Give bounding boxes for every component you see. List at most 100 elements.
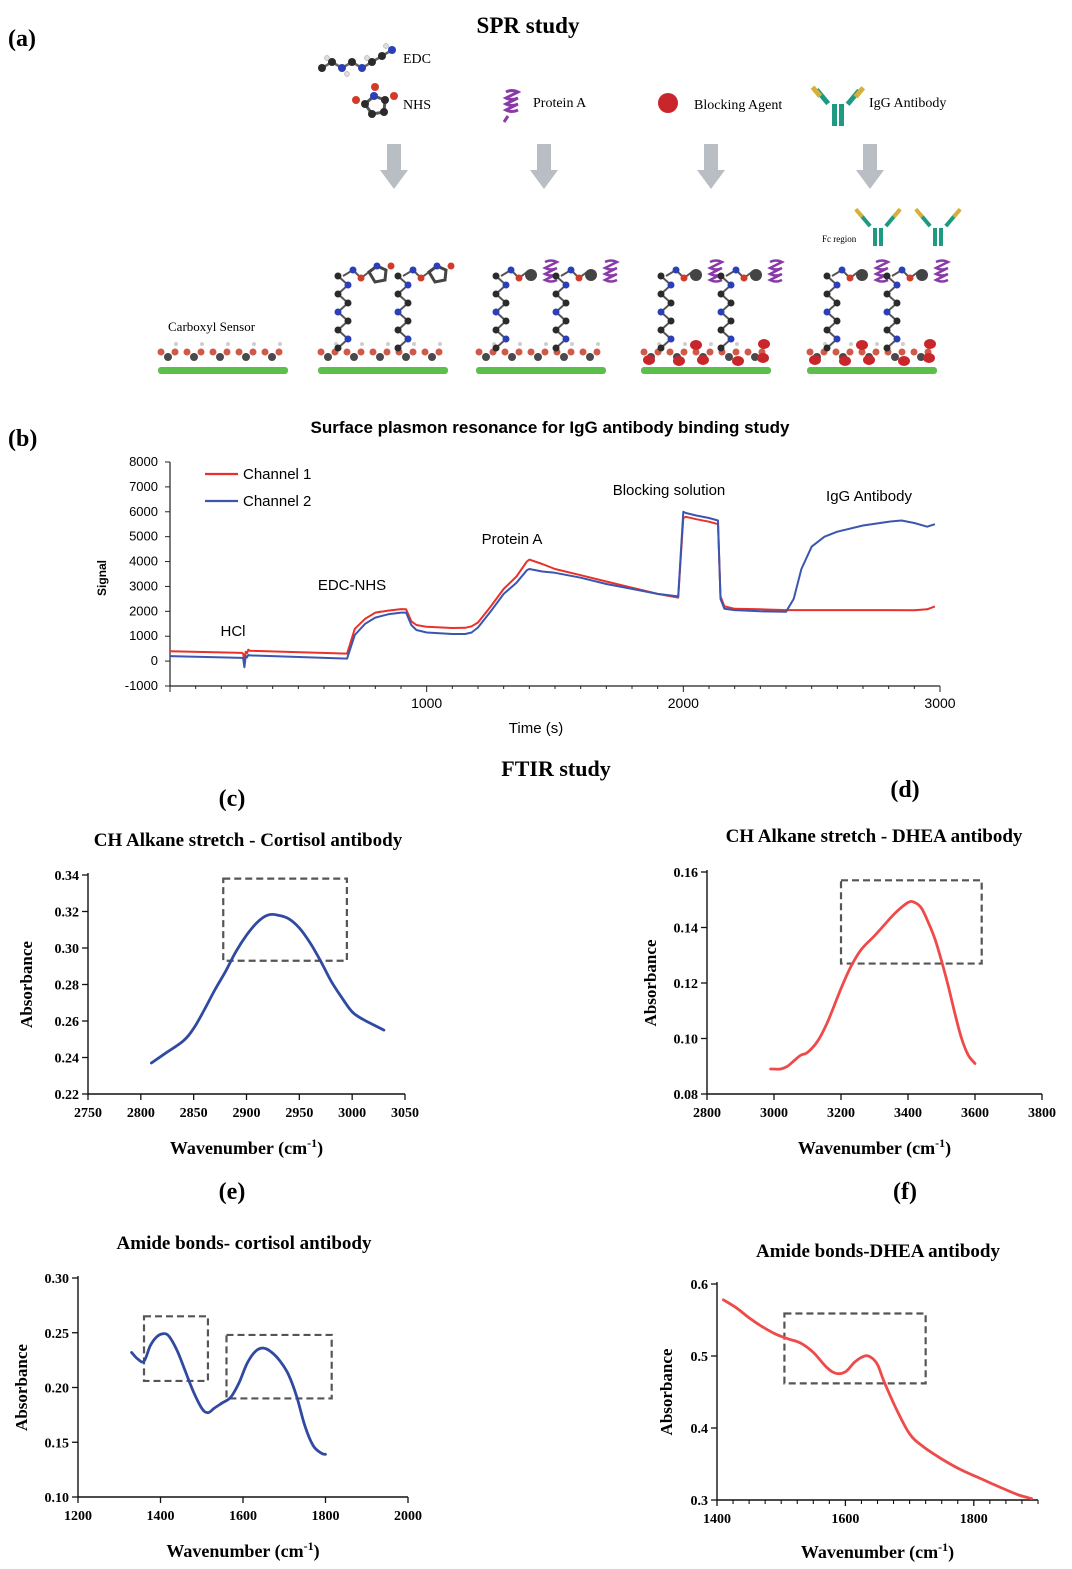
x-axis-label-superscript: -1 [307, 1136, 317, 1150]
linker-atom [833, 281, 841, 289]
amide-site [916, 269, 928, 281]
ftir-chart-d: (d) CH Alkane stretch - DHEA antibody 0.08… [641, 777, 1056, 1159]
linker-arm [342, 268, 370, 280]
linker-atom [334, 272, 342, 280]
x-tick-label: 3600 [961, 1106, 989, 1121]
x-tick-label: 1600 [229, 1509, 257, 1524]
blocking-agent-particle [863, 355, 875, 365]
chart-e-y-axis-label: Absorbance [12, 1344, 31, 1431]
oxygen-atom [744, 348, 752, 356]
y-tick-label: 0.28 [55, 979, 80, 994]
amide-site [525, 269, 537, 281]
x-tick-label: 2900 [233, 1106, 261, 1121]
oxygen-atom [692, 348, 700, 356]
linker-atom [394, 290, 402, 298]
x-tick-label: 3400 [894, 1106, 922, 1121]
highlight-region-box [142, 1315, 210, 1383]
x-tick-label: 2800 [693, 1106, 721, 1121]
y-tick-label: 0.22 [55, 1088, 80, 1103]
x-tick-label: 3000 [924, 695, 955, 711]
chart-d-y-axis-label: Absorbance [641, 939, 660, 1026]
sensor-chip-2 [317, 262, 455, 374]
linker-atom [717, 290, 725, 298]
carbon-atom [725, 353, 733, 361]
highlight-region-box [222, 877, 348, 962]
carbon-atom [586, 353, 594, 361]
carbon-atom [917, 353, 925, 361]
nitrogen-atom [898, 266, 906, 274]
linker-atom [657, 326, 665, 334]
sensor-chip-5 [806, 207, 962, 374]
hydrogen-atom [709, 342, 713, 346]
y-tick-label: 1000 [129, 628, 158, 643]
sensor-surface [476, 367, 606, 374]
y-tick-label: 0.12 [674, 977, 699, 992]
carbon-atom [482, 353, 490, 361]
linker-atom [344, 281, 352, 289]
carbon-atom [190, 353, 198, 361]
carbon-atom [508, 353, 516, 361]
y-tick-label: 0.14 [674, 922, 699, 937]
oxygen-atom [515, 274, 523, 282]
linker-atom [727, 317, 735, 325]
oxygen-atom [906, 274, 914, 282]
linker-arm [725, 268, 753, 280]
blocking-agent-icon [658, 93, 678, 113]
spr-series [169, 510, 936, 669]
oxygen-atom [846, 348, 854, 356]
sensor-chip-4 [640, 259, 785, 374]
antibody-tip [892, 207, 902, 219]
antibody-fc [933, 228, 937, 246]
linker-atom [394, 326, 402, 334]
y-tick-label: 0.26 [55, 1015, 80, 1030]
ftir-chart-c: (c) CH Alkane stretch - Cortisol antibody… [17, 786, 419, 1159]
chart-d-x-axis-label: Wavenumber (cm-1) [798, 1136, 951, 1159]
carbon-atom [428, 353, 436, 361]
oxygen-atom [680, 274, 688, 282]
down-arrow-icon [380, 144, 408, 189]
hydrogen-atom [901, 342, 905, 346]
oxygen-atom [317, 348, 325, 356]
oxygen-atom [447, 262, 455, 270]
carbon-atom [534, 353, 542, 361]
spectrum-line [130, 1332, 327, 1456]
blocking-agent-particle [757, 353, 769, 363]
antibody-tip [854, 207, 864, 219]
linker-atom [823, 344, 831, 352]
linker-arm [891, 268, 919, 280]
spr-y-axis-label: Signal [95, 560, 109, 596]
carbon-atom [216, 353, 224, 361]
linker-atom [657, 290, 665, 298]
oxygen-atom [197, 348, 205, 356]
legend-label-channel-2: Channel 2 [243, 493, 311, 510]
x-tick-label: 1200 [64, 1509, 92, 1524]
y-tick-label: 6000 [129, 504, 158, 519]
panel-a-label: (a) [8, 26, 36, 52]
nitrogen-atom [838, 266, 846, 274]
oxygen-atom [357, 274, 365, 282]
oxygen-atom [910, 348, 918, 356]
y-tick-label: 0.10 [674, 1033, 699, 1048]
chart-c-y-axis-label: Absorbance [17, 941, 36, 1028]
x-tick-label: 2850 [180, 1106, 208, 1121]
y-tick-label: 7000 [129, 479, 158, 494]
panel-a-schematic: (a) SPR study EDC NHS [8, 13, 962, 374]
carbon-atom [324, 353, 332, 361]
x-axis-label-tail: ) [945, 1138, 951, 1159]
antibody-fc [879, 228, 883, 246]
blocking-agent-particle [856, 340, 868, 350]
oxygen-atom [235, 348, 243, 356]
y-tick-label: 0.4 [691, 1422, 709, 1437]
oxygen-atom [417, 274, 425, 282]
linker-atom [334, 344, 342, 352]
oxygen-atom [575, 274, 583, 282]
highlight-region-box [225, 1333, 333, 1400]
linker-atom [404, 335, 412, 343]
linker-atom [552, 326, 560, 334]
spr-legend: Channel 1 Channel 2 [205, 466, 311, 510]
amide-site [690, 269, 702, 281]
oxygen-atom [421, 348, 429, 356]
carbon-atom [560, 353, 568, 361]
chart-c-title: CH Alkane stretch - Cortisol antibody [94, 830, 403, 851]
